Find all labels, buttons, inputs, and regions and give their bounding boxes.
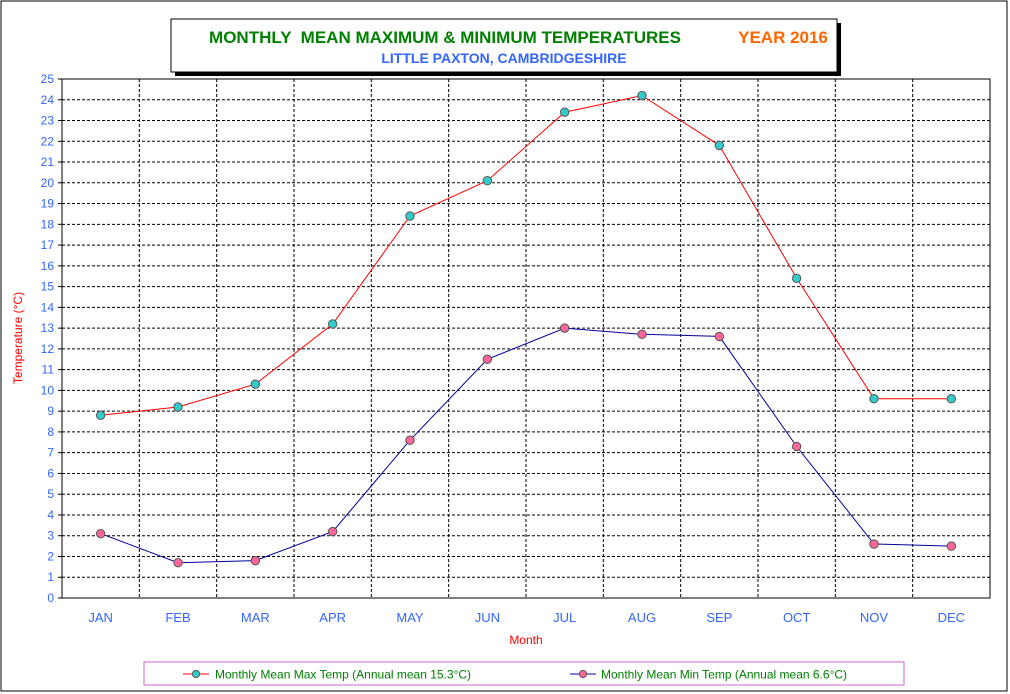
y-tick-label: 14 xyxy=(41,300,55,314)
y-tick-label: 3 xyxy=(47,529,54,543)
x-tick-label: NOV xyxy=(860,610,889,625)
data-point xyxy=(714,331,725,342)
y-tick-label: 7 xyxy=(47,446,54,460)
title-box xyxy=(170,18,838,73)
legend-label: Monthly Mean Min Temp (Annual mean 6.6°C… xyxy=(601,668,847,682)
chart-title-year: YEAR 2016 xyxy=(738,28,828,47)
data-point xyxy=(869,539,879,549)
y-tick-label: 12 xyxy=(41,342,55,356)
legend: Monthly Mean Max Temp (Annual mean 15.3°… xyxy=(183,668,847,682)
y-axis-ticks: 0123456789101112131415161718192021222324… xyxy=(41,72,62,605)
x-tick-label: SEP xyxy=(706,610,732,625)
series-line xyxy=(100,95,952,416)
x-tick-label: OCT xyxy=(783,610,811,625)
y-tick-label: 20 xyxy=(41,176,55,190)
grid-lines xyxy=(62,79,990,598)
y-tick-label: 24 xyxy=(41,93,55,107)
x-tick-label: JUL xyxy=(553,610,576,625)
data-point xyxy=(559,323,570,333)
data-point xyxy=(95,528,106,539)
data-point xyxy=(637,90,647,101)
data-point xyxy=(327,526,338,537)
data-point xyxy=(482,176,493,186)
data-point xyxy=(250,379,261,389)
x-tick-label: APR xyxy=(319,610,346,625)
x-tick-label: DEC xyxy=(938,610,965,625)
series-1 xyxy=(95,90,957,421)
y-tick-label: 23 xyxy=(41,114,55,128)
y-axis-label: Temperature (°C) xyxy=(11,292,25,384)
y-tick-label: 1 xyxy=(47,570,54,584)
y-tick-label: 6 xyxy=(47,466,54,480)
data-point xyxy=(482,354,493,364)
x-tick-label: JAN xyxy=(88,610,113,625)
legend-marker xyxy=(191,669,201,679)
y-tick-label: 11 xyxy=(42,363,55,377)
data-point xyxy=(173,402,183,412)
y-tick-label: 2 xyxy=(47,549,54,563)
x-tick-label: MAR xyxy=(241,610,270,625)
y-tick-label: 9 xyxy=(47,404,54,418)
x-axis-label: Month xyxy=(509,633,542,647)
y-tick-label: 0 xyxy=(47,591,54,605)
y-tick-label: 18 xyxy=(41,217,55,231)
data-point xyxy=(327,319,338,329)
data-point xyxy=(791,273,802,283)
y-tick-label: 22 xyxy=(41,134,55,148)
y-tick-label: 5 xyxy=(47,487,54,501)
y-tick-label: 15 xyxy=(41,280,55,294)
data-point xyxy=(95,410,106,421)
data-point xyxy=(869,394,879,404)
x-tick-label: MAY xyxy=(396,610,424,625)
data-point xyxy=(946,394,957,404)
y-tick-label: 16 xyxy=(41,259,55,273)
y-tick-label: 19 xyxy=(41,197,55,211)
x-tick-label: FEB xyxy=(165,610,190,625)
y-tick-label: 4 xyxy=(47,508,54,522)
chart-title: MONTHLY MEAN MAXIMUM & MINIMUM TEMPERATU… xyxy=(209,28,681,47)
legend-label: Monthly Mean Max Temp (Annual mean 15.3°… xyxy=(215,668,471,682)
data-point xyxy=(559,107,570,117)
data-point xyxy=(791,441,802,452)
x-tick-label: JUN xyxy=(475,610,500,625)
data-point xyxy=(946,541,957,551)
y-tick-label: 13 xyxy=(41,321,55,335)
data-point xyxy=(173,558,183,568)
chart-subtitle: LITTLE PAXTON, CAMBRIDGESHIRE xyxy=(381,50,626,66)
series-line xyxy=(100,327,952,564)
y-tick-label: 10 xyxy=(41,383,55,397)
y-tick-label: 21 xyxy=(41,155,55,169)
data-point xyxy=(714,140,725,151)
series-layer xyxy=(95,90,957,568)
x-axis-ticks: JAN FEB MAR APR MAY JUN JUL AUG SEP OCT NOV DEC xyxy=(88,610,965,625)
legend-marker xyxy=(578,669,588,679)
x-tick-label: AUG xyxy=(628,610,656,625)
data-point xyxy=(405,211,415,221)
series-2 xyxy=(95,323,957,568)
legend-box xyxy=(143,661,905,686)
y-tick-label: 25 xyxy=(41,72,55,86)
data-point xyxy=(637,329,647,340)
data-point xyxy=(250,555,261,566)
y-tick-label: 8 xyxy=(47,425,54,439)
data-point xyxy=(405,435,415,445)
y-tick-label: 17 xyxy=(41,238,55,252)
